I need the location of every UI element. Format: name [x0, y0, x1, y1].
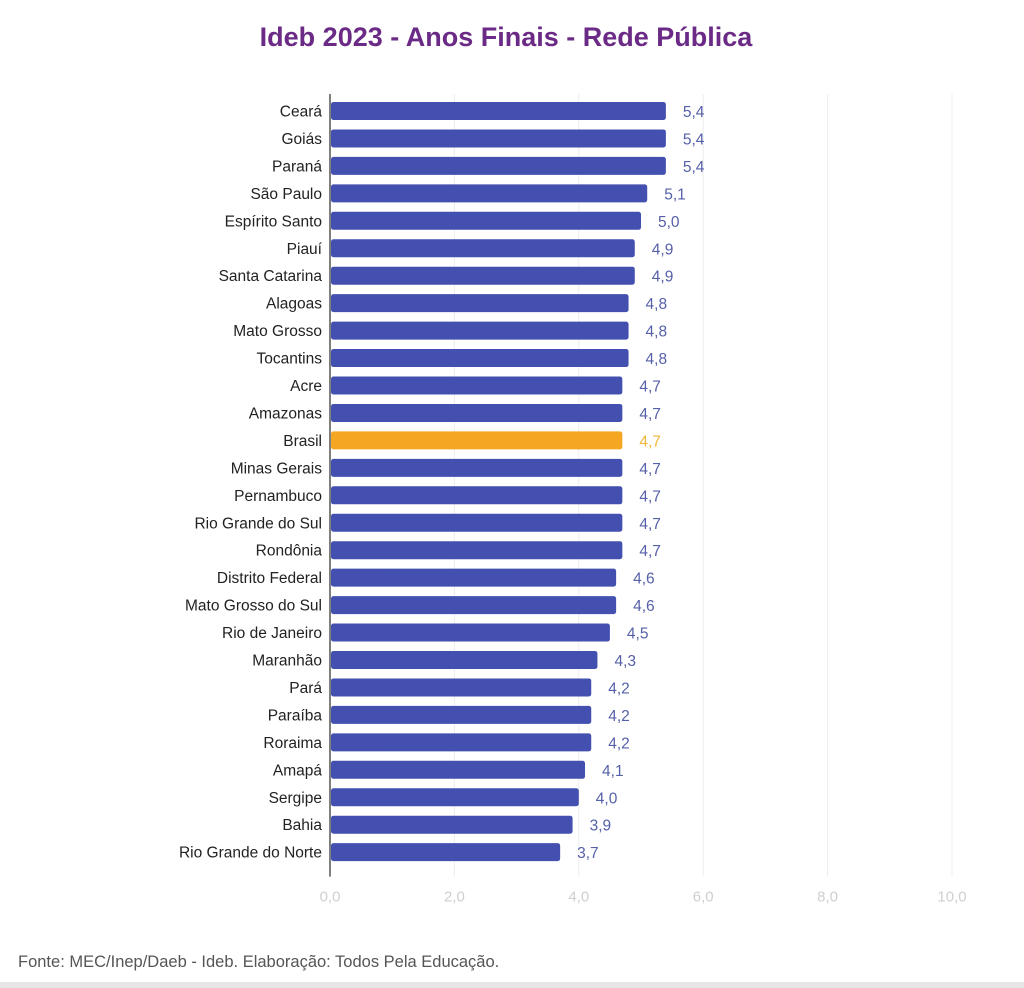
bar — [331, 458, 623, 477]
value-label: 4,5 — [627, 626, 649, 643]
bar — [331, 239, 635, 258]
value-label: 5,4 — [683, 104, 705, 121]
value-label: 4,7 — [639, 488, 661, 505]
bar — [331, 102, 666, 120]
value-label: 3,7 — [577, 845, 599, 862]
bar — [331, 843, 561, 862]
bar — [331, 376, 623, 395]
value-label: 4,9 — [652, 241, 674, 258]
category-label: Rio Grande do Sul — [194, 515, 322, 532]
category-label: Amazonas — [249, 405, 322, 422]
value-label: 4,2 — [608, 680, 630, 697]
bar — [331, 623, 610, 642]
bar — [331, 513, 623, 532]
bar — [331, 486, 623, 505]
category-label: Paraná — [272, 158, 322, 175]
bar — [331, 678, 592, 697]
x-tick-label: 2,0 — [444, 889, 465, 906]
category-label: Alagoas — [266, 296, 322, 313]
bar — [331, 349, 629, 368]
x-tick-label: 4,0 — [568, 889, 589, 906]
bar — [331, 294, 629, 313]
value-label: 5,1 — [664, 186, 686, 203]
category-label: Rondônia — [256, 543, 323, 560]
category-label: Espírito Santo — [225, 213, 322, 230]
value-label: 4,0 — [596, 790, 618, 807]
bar — [331, 184, 648, 203]
category-label: Goiás — [282, 131, 323, 148]
value-label: 4,7 — [639, 433, 661, 450]
value-label: 4,2 — [608, 735, 630, 752]
category-label: Brasil — [283, 433, 322, 450]
category-label: Rio Grande do Norte — [179, 845, 322, 862]
category-label: Pará — [289, 680, 322, 697]
bar — [331, 760, 586, 779]
category-label: Pernambuco — [234, 488, 322, 505]
bar — [331, 541, 623, 560]
value-label: 4,1 — [602, 763, 624, 780]
value-label: 3,9 — [590, 818, 612, 835]
value-label: 4,6 — [633, 598, 655, 615]
value-label: 4,6 — [633, 571, 655, 588]
x-axis-ticks: 0,0 2,0 4,0 6,0 8,0 10,0 — [320, 889, 967, 906]
bar — [331, 815, 573, 834]
category-label: Maranhão — [252, 653, 322, 670]
category-label: Ceará — [280, 104, 323, 121]
bar — [331, 568, 617, 587]
value-label: 4,9 — [652, 269, 674, 286]
bar — [331, 321, 629, 340]
category-labels: Ceará Goiás Paraná São Paulo Espírito Santo P… — [179, 104, 323, 862]
category-label: Paraíba — [268, 707, 323, 724]
category-label: São Paulo — [250, 186, 322, 203]
x-tick-label: 0,0 — [320, 889, 341, 906]
chart-title: Ideb 2023 - Anos Finais - Rede Pública — [259, 22, 753, 52]
category-label: Mato Grosso — [233, 323, 322, 340]
value-label: 4,8 — [646, 296, 668, 313]
x-tick-label: 8,0 — [817, 889, 838, 906]
bar-chart: Ceará Goiás Paraná São Paulo Espírito Santo P… — [179, 94, 967, 906]
value-label: 4,2 — [608, 708, 630, 725]
bar — [331, 651, 598, 669]
value-labels: 5,4 5,4 5,4 5,1 5,0 4,9 4,9 4,8 4,8 4,8 4,7 4,7 4,7 4… — [577, 104, 705, 862]
value-label: 4,7 — [639, 461, 661, 478]
value-label: 4,7 — [639, 406, 661, 423]
category-label: Santa Catarina — [219, 268, 323, 285]
category-label: Amapá — [273, 762, 322, 779]
bar — [331, 129, 666, 148]
x-tick-label: 10,0 — [937, 889, 966, 906]
value-label: 4,3 — [614, 653, 636, 670]
category-label: Distrito Federal — [217, 570, 322, 587]
value-label: 4,8 — [646, 324, 668, 341]
bars — [331, 102, 666, 862]
category-label: Bahia — [282, 817, 322, 834]
category-label: Mato Grosso do Sul — [185, 598, 322, 615]
value-label: 4,7 — [639, 516, 661, 533]
category-label: Acre — [290, 378, 322, 395]
bar — [331, 596, 617, 615]
category-label: Piauí — [287, 241, 323, 258]
bar — [331, 403, 623, 422]
bar — [331, 266, 635, 285]
bar — [331, 156, 666, 175]
value-label: 5,4 — [683, 159, 705, 176]
category-label: Minas Gerais — [231, 460, 323, 477]
bar-highlight — [331, 431, 623, 450]
bottom-bar — [0, 982, 1024, 988]
value-label: 5,0 — [658, 214, 680, 231]
bar — [331, 705, 592, 724]
category-label: Tocantins — [257, 351, 323, 368]
x-tick-label: 6,0 — [693, 889, 714, 906]
bar — [331, 211, 641, 230]
value-label: 4,7 — [639, 379, 661, 396]
source-note: Fonte: MEC/Inep/Daeb - Ideb. Elaboração:… — [18, 953, 500, 971]
bar — [331, 733, 592, 752]
bar — [331, 788, 579, 807]
value-label: 4,8 — [646, 351, 668, 368]
category-label: Roraima — [263, 735, 322, 752]
category-label: Sergipe — [269, 790, 322, 807]
category-label: Rio de Janeiro — [222, 625, 322, 642]
gridlines — [453, 94, 953, 877]
value-label: 4,7 — [639, 543, 661, 560]
value-label: 5,4 — [683, 131, 705, 148]
